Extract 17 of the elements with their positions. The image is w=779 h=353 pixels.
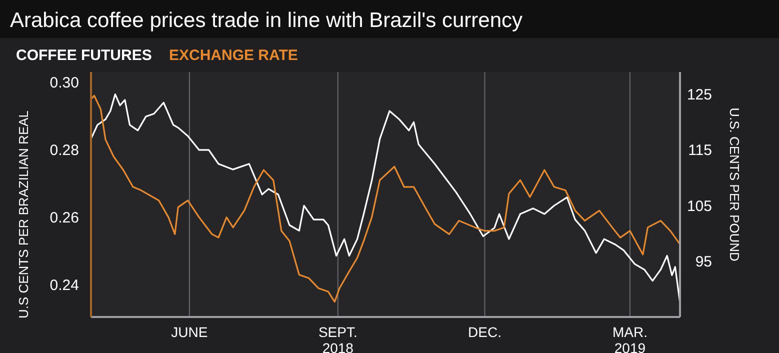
y-tick-label: 0.30 [50, 74, 79, 92]
y2-tick-label: 95 [695, 254, 712, 271]
y2-tick-label: 105 [686, 198, 712, 215]
text: EXCHANGE RATE [169, 47, 298, 64]
y-tick-label: 0.24 [50, 277, 79, 294]
chart-title: Arabica coffee prices trade in line with Brazil's currency [10, 9, 524, 32]
y2-tick-label: 115 [688, 142, 712, 160]
y2-tick-label: 125 [686, 86, 712, 104]
y2-axis-title: U.S. CENTS PER POUND [727, 108, 742, 262]
y-tick-label: 0.26 [50, 210, 79, 227]
y-axis-title: U.S CENTS PER BRAZILIAN REAL [16, 110, 31, 319]
x-tick-label: SEPT. 2018 [318, 324, 358, 353]
x-tick-label: JUNE [171, 324, 208, 340]
text: COFFEE FUTURES [16, 47, 152, 64]
y-tick-label: 0.28 [50, 142, 79, 159]
x-tick-label: DEC. [468, 324, 502, 340]
x-tick-label: MAR. 2019 [612, 324, 648, 353]
